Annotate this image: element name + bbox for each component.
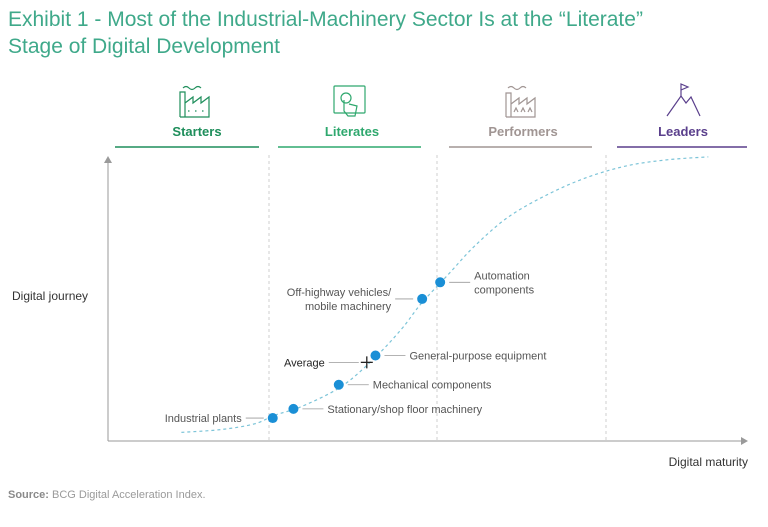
data-point-automation-components xyxy=(435,277,446,288)
x-axis-arrow xyxy=(741,437,748,445)
source-label: Source: xyxy=(8,489,49,501)
chart-title-line-2: Stage of Digital Development xyxy=(8,35,280,58)
stage-label-performers: Performers xyxy=(488,124,557,139)
source-note: Source: BCG Digital Acceleration Index. xyxy=(8,489,206,501)
data-label-off-highway-vehicles-mobile-machinery: Off-highway vehicles/mobile machinery xyxy=(287,287,392,313)
data-point-mechanical-components xyxy=(333,379,344,390)
data-label-general-purpose-equipment: General-purpose equipment xyxy=(409,350,546,362)
chart-title: Exhibit 1 - Most of the Industrial-Machi… xyxy=(8,6,758,60)
stage-label-literates: Literates xyxy=(325,124,379,139)
factory-icon xyxy=(179,85,210,118)
data-label-mechanical-components: Mechanical components xyxy=(373,380,492,392)
smart-factory-icon xyxy=(505,85,536,118)
touchscreen-icon xyxy=(333,85,366,117)
chart-title-line-1: Exhibit 1 - Most of the Industrial-Machi… xyxy=(8,8,643,31)
data-point-general-purpose-equipment xyxy=(370,350,381,361)
data-point-stationary-shop-floor-machinery xyxy=(288,403,299,414)
mountain-flag-icon xyxy=(666,83,701,117)
y-axis-arrow xyxy=(104,156,112,163)
stage-label-leaders: Leaders xyxy=(658,124,708,139)
average-label: Average xyxy=(284,357,325,369)
data-point-industrial-plants xyxy=(267,413,278,424)
y-axis-label: Digital journey xyxy=(12,289,88,303)
data-point-off-highway-vehicles-mobile-machinery xyxy=(417,293,428,304)
data-label-automation-components: Automation components xyxy=(474,270,534,296)
x-axis-label: Digital maturity xyxy=(669,455,748,469)
stage-label-starters: Starters xyxy=(172,124,221,139)
data-label-industrial-plants: Industrial plants xyxy=(165,413,243,425)
data-label-stationary-shop-floor-machinery: Stationary/shop floor machinery xyxy=(327,404,482,416)
source-text: BCG Digital Acceleration Index. xyxy=(52,489,206,501)
